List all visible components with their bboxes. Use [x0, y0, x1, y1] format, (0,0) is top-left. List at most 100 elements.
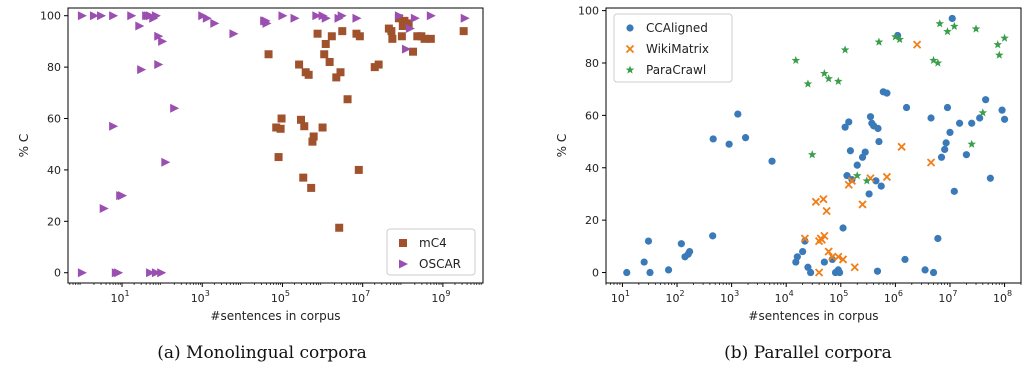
data-point — [388, 34, 397, 43]
data-point — [929, 268, 938, 277]
data-point — [835, 268, 844, 277]
data-point — [338, 27, 347, 36]
data-point — [853, 161, 861, 169]
data-point — [157, 268, 167, 278]
data-point — [1000, 115, 1009, 123]
data-point — [394, 11, 404, 21]
data-point — [962, 151, 971, 159]
data-point — [861, 148, 869, 156]
y-tick-label: 80 — [47, 61, 61, 74]
data-point — [895, 34, 904, 44]
y-tick-label: 80 — [585, 57, 599, 70]
data-point — [77, 11, 87, 21]
data-point — [820, 231, 829, 240]
data-point — [426, 11, 436, 21]
data-point — [210, 18, 220, 28]
y-tick-label: 0 — [54, 267, 61, 280]
data-point — [646, 268, 654, 277]
data-point — [401, 44, 411, 54]
data-point — [459, 27, 468, 36]
data-point — [460, 13, 470, 23]
data-point — [734, 110, 742, 118]
data-point — [800, 234, 810, 243]
data-point — [725, 140, 733, 148]
data-point — [848, 175, 856, 184]
data-point — [819, 195, 828, 204]
data-point — [883, 89, 891, 97]
data-point — [840, 45, 850, 54]
x-tick-label: 109 — [431, 289, 450, 305]
data-point — [811, 197, 821, 206]
y-axis-label: % C — [17, 134, 31, 158]
y-tick-label: 60 — [47, 113, 61, 126]
data-point — [300, 122, 309, 131]
data-point — [741, 134, 750, 142]
data-point — [198, 11, 208, 21]
data-point — [312, 11, 322, 21]
legend-marker — [399, 239, 407, 247]
data-point — [897, 142, 906, 151]
data-point — [934, 234, 942, 243]
data-point — [274, 153, 283, 162]
data-point — [976, 114, 984, 122]
data-point — [644, 237, 653, 245]
data-point — [304, 70, 313, 79]
x-tick-label: 103 — [720, 289, 739, 305]
legend-box — [613, 13, 733, 83]
data-point — [307, 183, 316, 192]
data-point — [852, 171, 862, 180]
data-point — [955, 119, 964, 127]
data-point — [834, 252, 843, 261]
data-point — [337, 11, 347, 21]
data-point — [202, 13, 212, 23]
data-point — [943, 103, 952, 112]
data-point — [866, 113, 875, 121]
data-point — [1000, 33, 1009, 42]
data-point — [400, 16, 409, 25]
data-point — [313, 29, 322, 38]
data-point — [927, 114, 935, 122]
data-point — [817, 235, 827, 244]
data-point — [814, 268, 824, 277]
data-point — [709, 232, 717, 240]
data-point — [278, 11, 288, 21]
data-point — [946, 128, 954, 137]
data-point — [404, 19, 413, 28]
data-point — [154, 31, 164, 41]
data-point — [845, 118, 853, 126]
data-point — [874, 124, 882, 133]
data-point — [137, 65, 147, 75]
x-tick-label: 106 — [884, 289, 903, 305]
data-point — [413, 32, 422, 41]
data-point — [862, 176, 872, 185]
data-point — [308, 137, 317, 146]
chart-caption: (b) Parallel corpora — [724, 343, 892, 363]
data-point — [824, 74, 833, 83]
data-point — [262, 18, 272, 28]
data-point — [791, 55, 801, 65]
plot-frame — [67, 7, 484, 284]
data-point — [97, 11, 107, 21]
data-point — [686, 247, 694, 256]
legend: CCAligned WikiMatrix ParaCrawl — [613, 13, 733, 83]
data-point — [933, 58, 943, 67]
data-point — [161, 157, 171, 167]
data-point — [982, 96, 990, 104]
data-point — [109, 121, 119, 131]
data-point — [109, 11, 119, 21]
data-point — [901, 255, 909, 264]
data-point — [872, 177, 880, 185]
data-point — [841, 123, 849, 131]
data-point — [320, 50, 329, 59]
data-point — [297, 115, 306, 124]
data-point — [858, 200, 867, 209]
data-point — [822, 206, 831, 216]
data-point — [828, 252, 837, 261]
legend-label: CCAligned — [646, 21, 708, 35]
data-point — [335, 223, 344, 232]
data-point — [640, 258, 648, 266]
data-point — [971, 24, 981, 33]
data-point — [921, 266, 929, 274]
data-point — [793, 253, 801, 261]
legend-marker — [625, 65, 635, 74]
